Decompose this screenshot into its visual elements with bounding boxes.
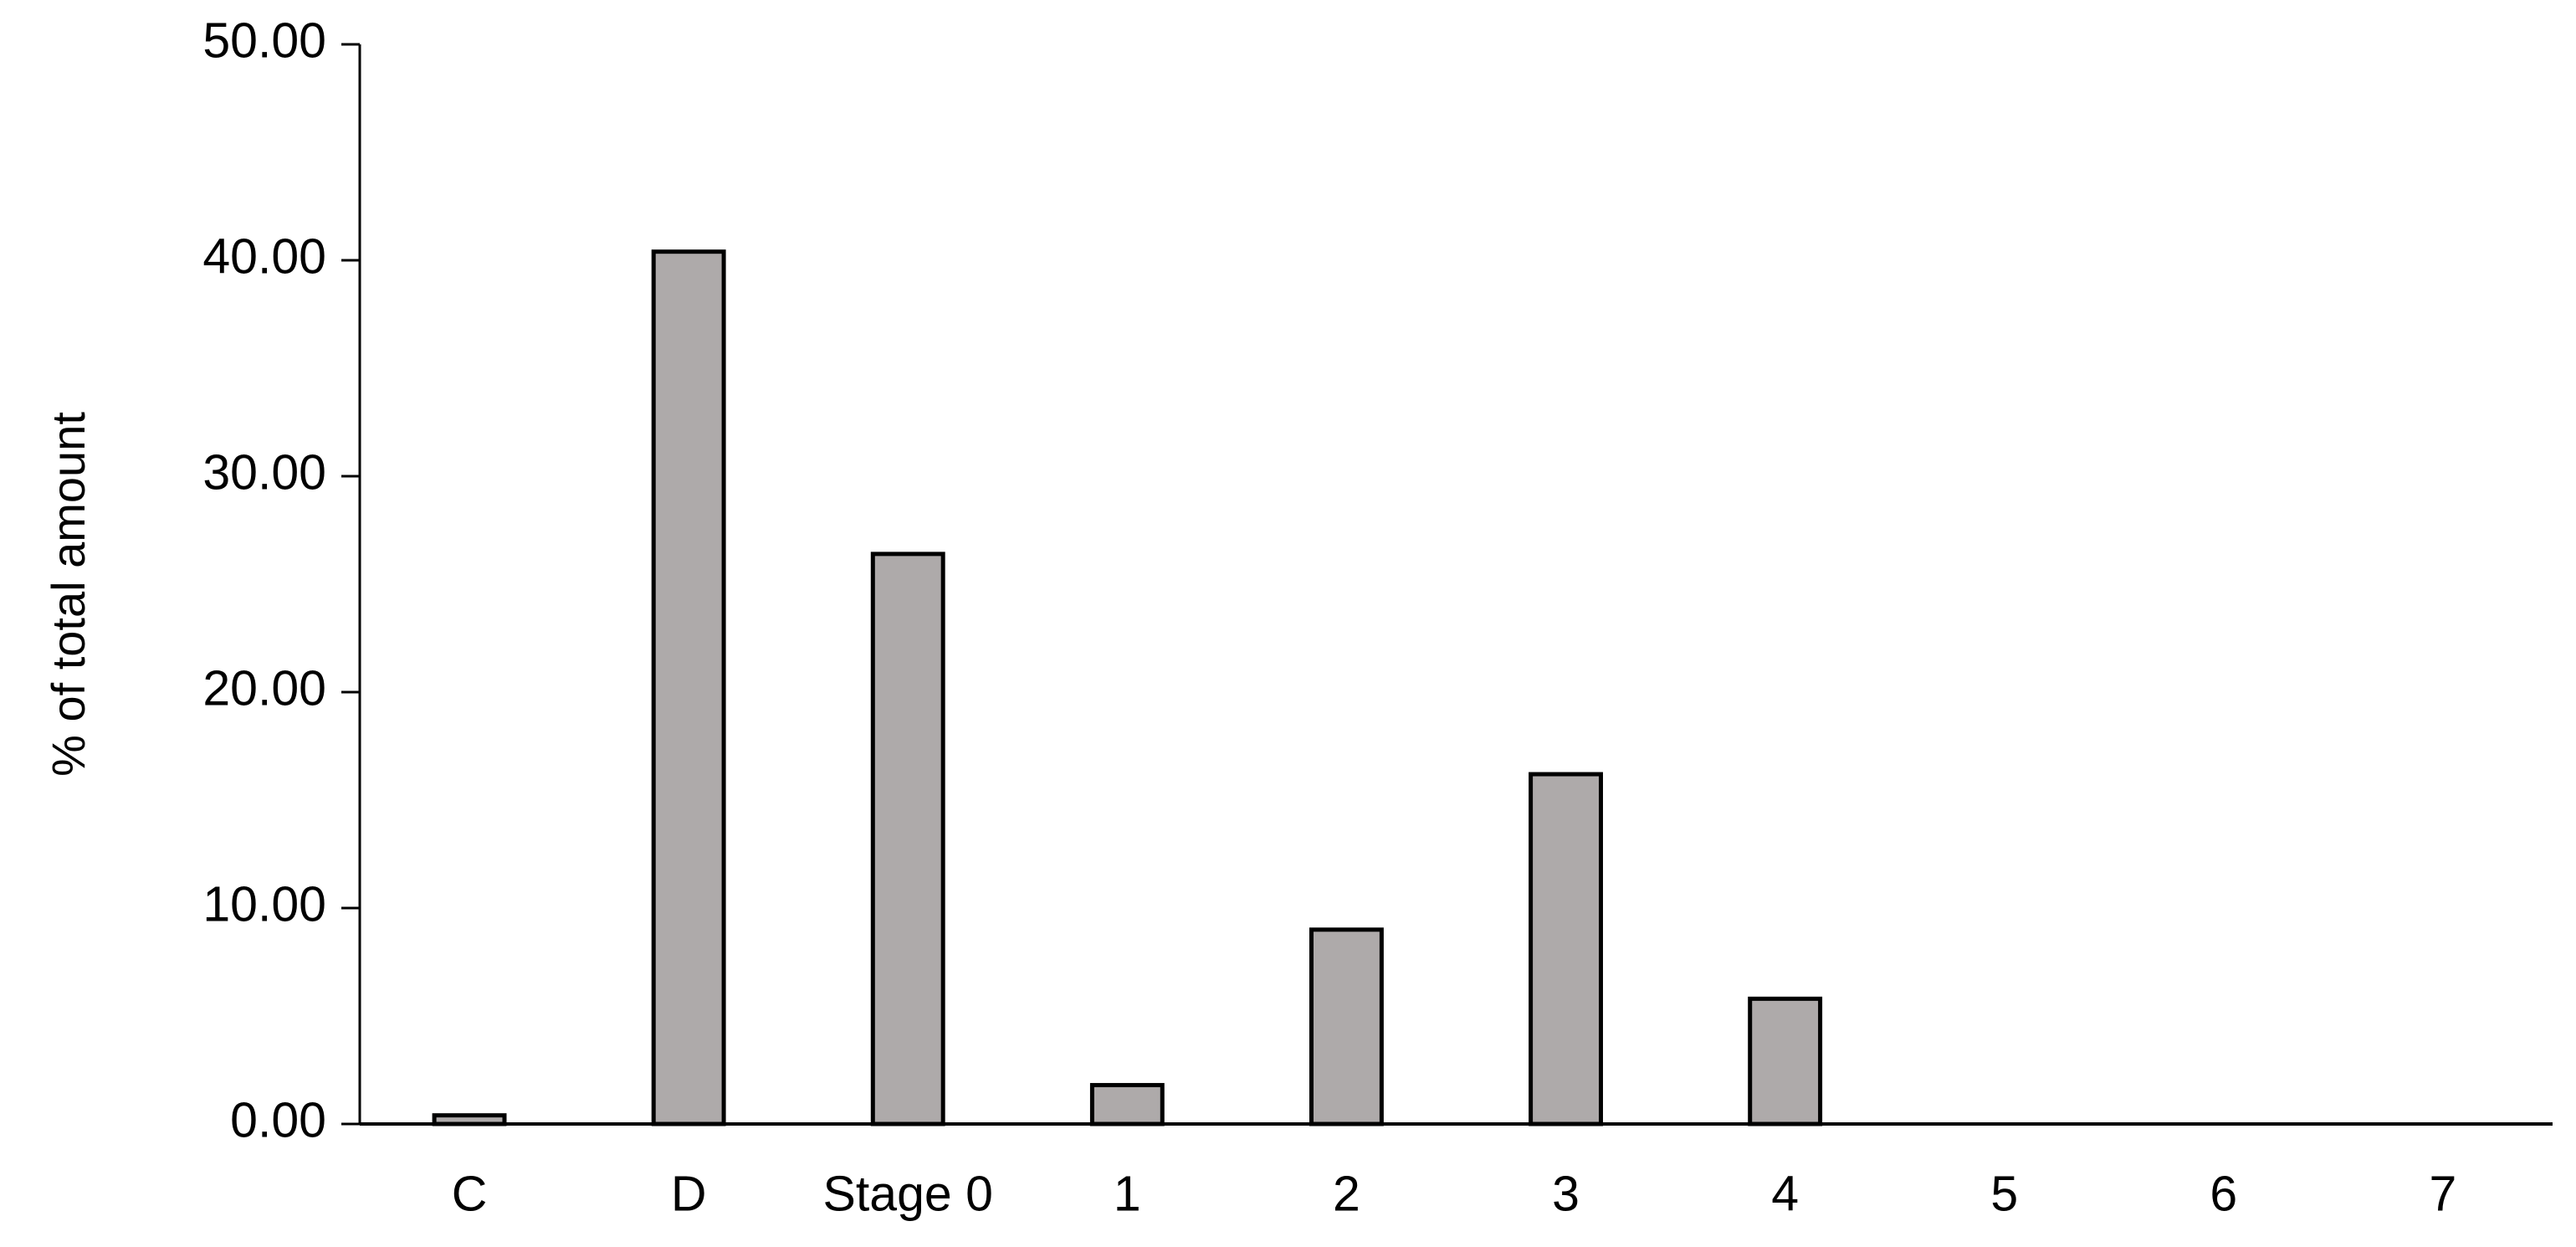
x-tick-label: 3	[1552, 1167, 1580, 1222]
y-axis-label: % of total amount	[42, 412, 95, 777]
x-tick-label: 6	[2210, 1167, 2237, 1222]
x-tick-label: C	[452, 1167, 488, 1222]
y-tick-label: 0.00	[230, 1093, 326, 1148]
x-tick-label: 7	[2430, 1167, 2457, 1222]
x-tick-label: 5	[1990, 1167, 2018, 1222]
bar	[870, 552, 945, 1126]
y-tick-label: 30.00	[202, 445, 326, 500]
x-tick-label: Stage 0	[823, 1167, 993, 1222]
y-tick-label: 50.00	[202, 13, 326, 69]
y-tick-label: 10.00	[202, 877, 326, 932]
bar	[1748, 996, 1823, 1126]
x-tick-label: 4	[1771, 1167, 1799, 1222]
x-tick-label: D	[671, 1167, 707, 1222]
bar	[1529, 772, 1603, 1126]
x-tick-label: 1	[1114, 1167, 1141, 1222]
bar	[1309, 927, 1384, 1126]
bar	[1089, 1083, 1165, 1126]
bar	[651, 249, 726, 1126]
x-tick-label: 2	[1333, 1167, 1360, 1222]
y-tick-label: 40.00	[202, 229, 326, 285]
y-tick-label: 20.00	[202, 661, 326, 716]
